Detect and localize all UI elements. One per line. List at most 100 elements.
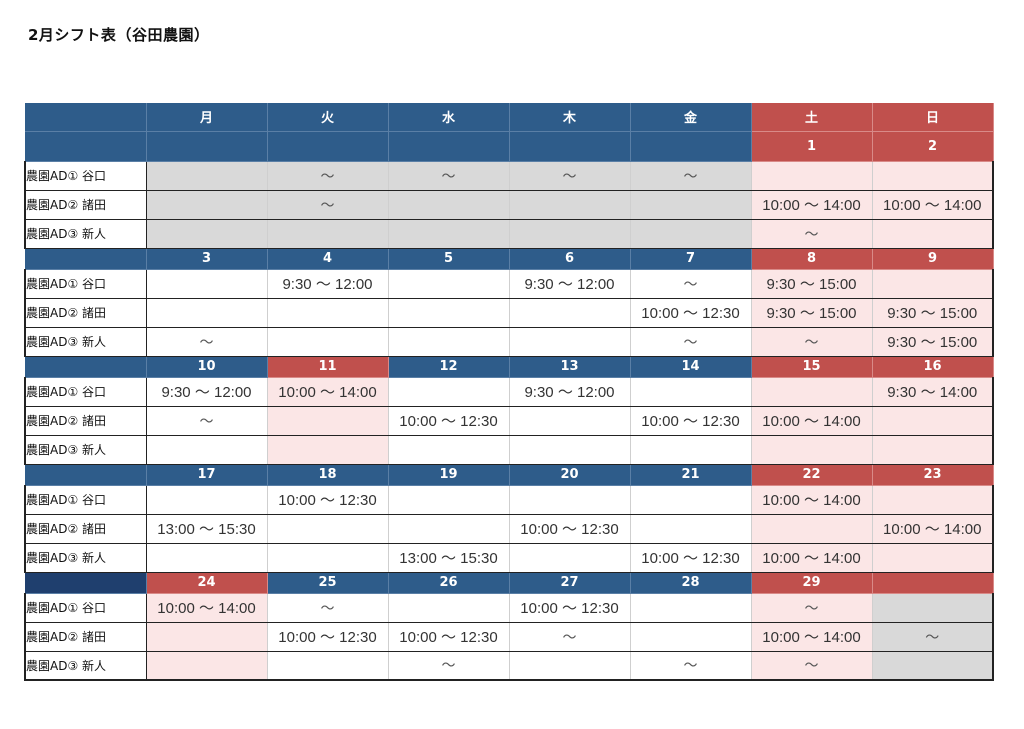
- date-cell: 2: [872, 131, 994, 162]
- shift-cell: [267, 298, 389, 328]
- shift-cell: [146, 543, 268, 573]
- date-cell: 25: [267, 572, 389, 594]
- shift-cell: [388, 190, 510, 220]
- shift-cell: 9:30 ～ 12:00: [509, 269, 631, 299]
- date-cell: [388, 131, 510, 162]
- date-cell: [146, 131, 268, 162]
- date-cell: 11: [267, 356, 389, 378]
- shift-cell: ～: [630, 327, 752, 357]
- date-cell: 8: [751, 248, 873, 270]
- shift-cell: 10:00 ～ 12:30: [267, 485, 389, 515]
- shift-cell: [267, 543, 389, 573]
- week-corner: [25, 572, 147, 594]
- date-cell: 28: [630, 572, 752, 594]
- shift-cell: [751, 377, 873, 407]
- shift-cell: 9:30 ～ 15:00: [751, 269, 873, 299]
- shift-cell: 10:00 ～ 12:30: [509, 514, 631, 544]
- shift-cell: ～: [630, 269, 752, 299]
- shift-cell: [267, 435, 389, 465]
- shift-cell: ～: [146, 406, 268, 436]
- shift-cell: [388, 298, 510, 328]
- shift-cell: 9:30 ～ 15:00: [872, 327, 994, 357]
- shift-cell: ～: [509, 161, 631, 191]
- date-cell: 7: [630, 248, 752, 270]
- shift-cell: [267, 514, 389, 544]
- date-cell: 1: [751, 131, 873, 162]
- date-cell: 23: [872, 464, 994, 486]
- weekday-header: 土: [751, 103, 873, 132]
- staff-name: 農園AD③ 新人: [24, 218, 147, 249]
- shift-cell: [146, 485, 268, 515]
- shift-cell: [630, 485, 752, 515]
- shift-cell: [146, 651, 268, 681]
- shift-cell: [267, 327, 389, 357]
- shift-cell: 10:00 ～ 14:00: [751, 543, 873, 573]
- staff-name: 農園AD③ 新人: [24, 542, 147, 573]
- weekday-header: 日: [872, 103, 994, 132]
- shift-cell: ～: [267, 593, 389, 623]
- shift-cell: ～: [267, 161, 389, 191]
- shift-cell: ～: [146, 327, 268, 357]
- shift-cell: [509, 327, 631, 357]
- shift-cell: 10:00 ～ 14:00: [267, 377, 389, 407]
- date-cell: 21: [630, 464, 752, 486]
- staff-name: 農園AD② 諸田: [24, 189, 147, 220]
- week-corner: [25, 248, 147, 270]
- shift-cell: 10:00 ～ 14:00: [872, 514, 994, 544]
- date-cell: 9: [872, 248, 994, 270]
- shift-cell: [751, 161, 873, 191]
- staff-name: 農園AD① 谷口: [24, 592, 147, 623]
- shift-cell: 9:30 ～ 15:00: [872, 298, 994, 328]
- shift-cell: 10:00 ～ 14:00: [751, 190, 873, 220]
- shift-cell: [872, 219, 994, 249]
- shift-cell: [267, 219, 389, 249]
- staff-name: 農園AD② 諸田: [24, 513, 147, 544]
- shift-cell: ～: [751, 219, 873, 249]
- shift-cell: [872, 485, 994, 515]
- shift-cell: 9:30 ～ 15:00: [751, 298, 873, 328]
- shift-cell: 10:00 ～ 12:30: [509, 593, 631, 623]
- shift-cell: 10:00 ～ 14:00: [872, 190, 994, 220]
- shift-cell: [872, 543, 994, 573]
- weekday-header: 金: [630, 103, 752, 132]
- shift-cell: [146, 622, 268, 652]
- shift-cell: ～: [388, 161, 510, 191]
- date-cell: 17: [146, 464, 268, 486]
- date-cell: 4: [267, 248, 389, 270]
- shift-cell: ～: [509, 622, 631, 652]
- shift-cell: [509, 651, 631, 681]
- shift-cell: [509, 298, 631, 328]
- shift-cell: [146, 435, 268, 465]
- date-cell: 24: [146, 572, 268, 594]
- shift-cell: [388, 377, 510, 407]
- shift-cell: [751, 514, 873, 544]
- date-cell: 27: [509, 572, 631, 594]
- staff-name: 農園AD① 谷口: [24, 160, 147, 191]
- shift-cell: ～: [751, 593, 873, 623]
- shift-cell: [630, 622, 752, 652]
- shift-cell: [630, 219, 752, 249]
- date-cell: 20: [509, 464, 631, 486]
- shift-cell: [872, 593, 994, 623]
- date-cell: [630, 131, 752, 162]
- staff-name: 農園AD③ 新人: [24, 434, 147, 465]
- date-cell: [267, 131, 389, 162]
- staff-name: 農園AD① 谷口: [24, 268, 147, 299]
- shift-cell: [872, 269, 994, 299]
- shift-cell: [872, 161, 994, 191]
- staff-name: 農園AD① 谷口: [24, 484, 147, 515]
- staff-name: 農園AD② 諸田: [24, 297, 147, 328]
- page-title: 2月シフト表（谷田農園）: [28, 26, 210, 44]
- shift-cell: [630, 377, 752, 407]
- shift-cell: [509, 435, 631, 465]
- shift-cell: [146, 298, 268, 328]
- shift-cell: 10:00 ～ 12:30: [388, 406, 510, 436]
- shift-cell: 10:00 ～ 14:00: [751, 406, 873, 436]
- shift-cell: [630, 514, 752, 544]
- date-cell: 19: [388, 464, 510, 486]
- staff-name: 農園AD② 諸田: [24, 621, 147, 652]
- shift-cell: [146, 269, 268, 299]
- weekday-header: 木: [509, 103, 631, 132]
- shift-cell: 9:30 ～ 12:00: [146, 377, 268, 407]
- shift-cell: [388, 219, 510, 249]
